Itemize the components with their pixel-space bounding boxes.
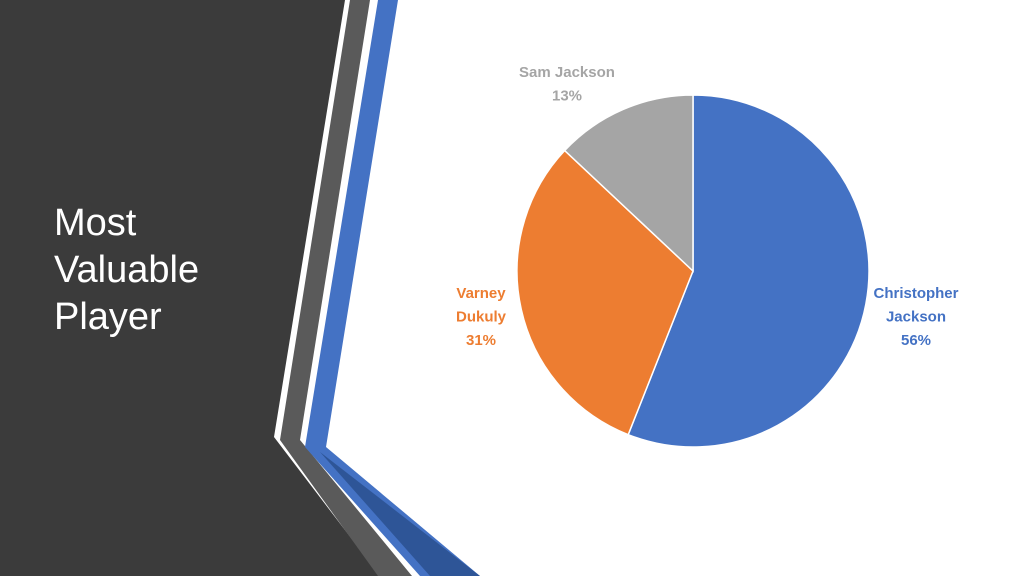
data-label-line: Dukuly	[456, 309, 507, 326]
data-label-christopher-jackson: Christopher Jackson 56%	[873, 285, 958, 349]
data-label-line: Varney	[456, 285, 506, 302]
slide-title-line-3: Player	[54, 296, 162, 338]
data-label-line: Christopher	[873, 285, 958, 302]
pie-slice-christopher-jackson	[627, 94, 870, 448]
gray-accent-stripe	[280, 0, 412, 576]
pie-slice-varney-dukuly	[516, 149, 694, 436]
slide-title: Most Valuable Player	[54, 200, 274, 341]
data-label-sam-jackson: Sam Jackson 13%	[519, 64, 615, 105]
slide-title-line-1: Most	[54, 202, 137, 244]
data-label-varney-dukuly: Varney Dukuly 31%	[456, 285, 507, 349]
slide-title-line-2: Valuable	[54, 249, 200, 291]
data-label-line: 13%	[552, 88, 582, 105]
dark-side-panel	[0, 0, 380, 576]
pie-slice-sam-jackson	[563, 94, 694, 273]
blue-accent-stripe	[305, 0, 480, 576]
data-label-line: 31%	[466, 332, 496, 349]
data-label-line: Jackson	[886, 309, 946, 326]
dark-blue-accent-stripe	[320, 452, 480, 576]
data-label-line: 56%	[901, 332, 931, 349]
data-label-line: Sam Jackson	[519, 64, 615, 81]
